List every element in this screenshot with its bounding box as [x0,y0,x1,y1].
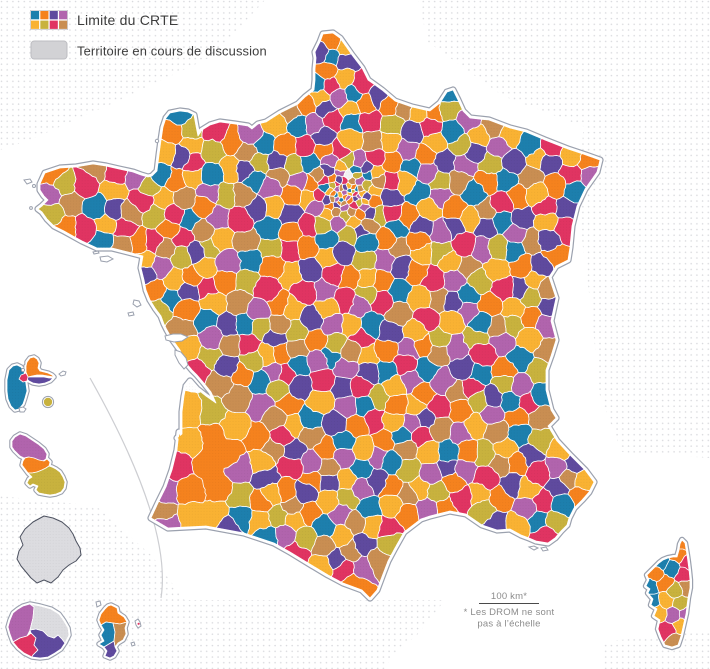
svg-text:pas à l’échelle: pas à l’échelle [477,619,540,630]
svg-text:* Les DROM ne sont: * Les DROM ne sont [464,607,555,618]
svg-text:100 km*: 100 km* [491,591,527,602]
svg-text:Limite du CRTE: Limite du CRTE [77,12,178,28]
svg-text:Territoire en cours de discuss: Territoire en cours de discussion [77,44,267,59]
